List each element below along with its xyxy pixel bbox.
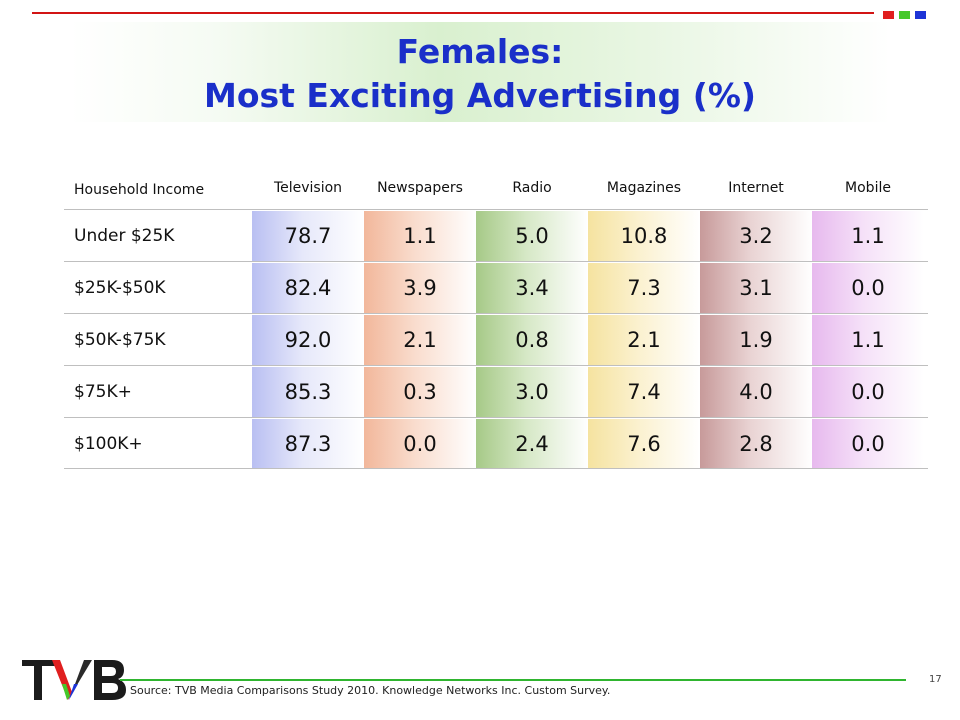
cell-television: 85.3 xyxy=(252,367,364,417)
cell-newspapers: 1.1 xyxy=(364,211,476,261)
cell-mobile: 1.1 xyxy=(812,211,924,261)
cell-television: 82.4 xyxy=(252,263,364,313)
column-header-magazines: Magazines xyxy=(606,180,682,196)
title-background xyxy=(70,22,890,122)
cell-newspapers: 0.3 xyxy=(364,367,476,417)
table-bottom-rule xyxy=(64,468,928,469)
cell-magazines: 7.3 xyxy=(588,263,700,313)
cell-newspapers: 0.0 xyxy=(364,419,476,469)
title-line-2: Most Exciting Advertising (%) xyxy=(203,76,756,115)
slide-title: Females: Most Exciting Advertising (%) xyxy=(70,30,890,118)
column-header-television: Television xyxy=(273,180,343,196)
cell-internet: 4.0 xyxy=(700,367,812,417)
cell-television: 78.7 xyxy=(252,211,364,261)
blue-square-decoration xyxy=(915,11,926,19)
cell-radio: 2.4 xyxy=(476,419,588,469)
cell-television: 87.3 xyxy=(252,419,364,469)
row-divider xyxy=(64,261,928,262)
source-note: Source: TVB Media Comparisons Study 2010… xyxy=(130,684,611,697)
cell-newspapers: 2.1 xyxy=(364,315,476,365)
cell-internet: 1.9 xyxy=(700,315,812,365)
row-label-75k-plus: $75K+ xyxy=(74,382,132,402)
green-square-decoration xyxy=(899,11,910,19)
cell-internet: 2.8 xyxy=(700,419,812,469)
footer-green-rule xyxy=(120,679,906,681)
cell-mobile: 0.0 xyxy=(812,419,924,469)
cell-radio: 0.8 xyxy=(476,315,588,365)
column-header-mobile: Mobile xyxy=(845,180,891,196)
row-label-25k-50k: $25K-$50K xyxy=(74,278,166,298)
cell-mobile: 0.0 xyxy=(812,367,924,417)
page-number: 17 xyxy=(929,674,942,685)
column-header-newspapers: Newspapers xyxy=(377,180,463,196)
top-red-rule xyxy=(32,12,874,14)
cell-newspapers: 3.9 xyxy=(364,263,476,313)
cell-radio: 3.4 xyxy=(476,263,588,313)
row-header-label: Household Income xyxy=(74,182,205,198)
header-divider xyxy=(64,209,928,210)
tvb-logo xyxy=(22,660,126,700)
cell-internet: 3.2 xyxy=(700,211,812,261)
column-header-internet: Internet xyxy=(728,180,784,196)
row-label-under-25k: Under $25K xyxy=(74,226,175,246)
cell-radio: 5.0 xyxy=(476,211,588,261)
cell-mobile: 0.0 xyxy=(812,263,924,313)
cell-magazines: 2.1 xyxy=(588,315,700,365)
row-label-50k-75k: $50K-$75K xyxy=(74,330,166,350)
row-divider xyxy=(64,313,928,314)
row-label-100k-plus: $100K+ xyxy=(74,434,143,454)
column-header-radio: Radio xyxy=(512,180,552,196)
cell-radio: 3.0 xyxy=(476,367,588,417)
row-divider xyxy=(64,365,928,366)
cell-television: 92.0 xyxy=(252,315,364,365)
cell-magazines: 7.4 xyxy=(588,367,700,417)
cell-mobile: 1.1 xyxy=(812,315,924,365)
red-square-decoration xyxy=(883,11,894,19)
cell-magazines: 10.8 xyxy=(588,211,700,261)
title-line-1: Females: xyxy=(396,32,564,71)
cell-internet: 3.1 xyxy=(700,263,812,313)
cell-magazines: 7.6 xyxy=(588,419,700,469)
row-divider xyxy=(64,417,928,418)
